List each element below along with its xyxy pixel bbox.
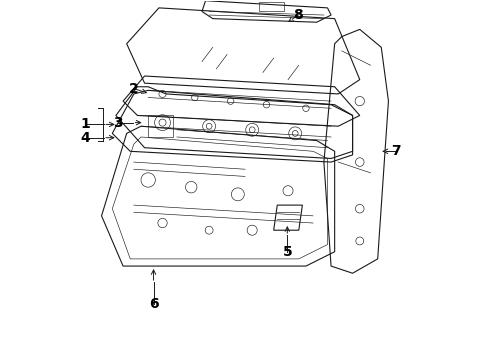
Text: 8: 8: [293, 8, 303, 22]
Text: 4: 4: [80, 131, 90, 145]
Text: 3: 3: [113, 116, 122, 130]
Text: 2: 2: [129, 82, 139, 95]
Text: 5: 5: [282, 245, 292, 259]
Text: 1: 1: [80, 117, 90, 131]
Text: 6: 6: [149, 297, 158, 311]
Bar: [259, 3, 285, 12]
Text: 7: 7: [391, 144, 400, 158]
